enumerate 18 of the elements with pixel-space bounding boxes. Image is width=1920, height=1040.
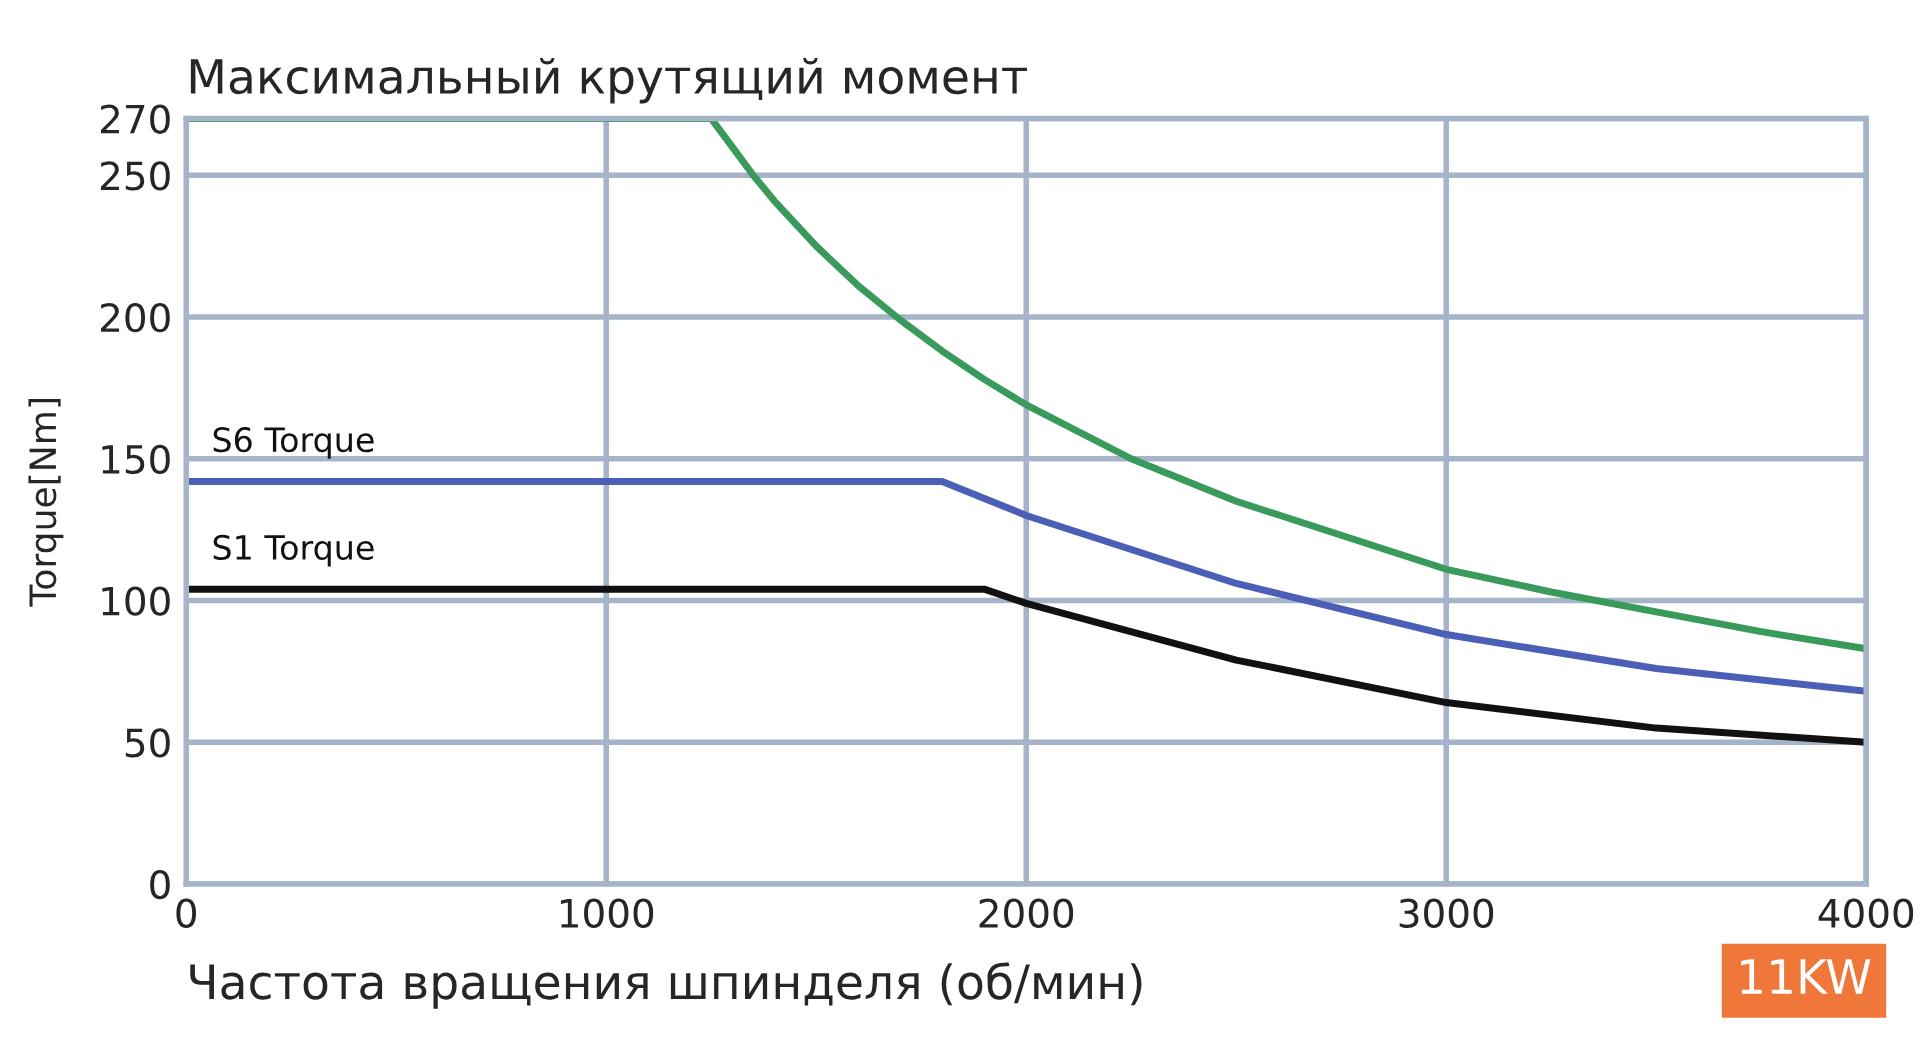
y-tick-label: 150 — [102, 444, 170, 475]
x-tick-label: 1000 — [561, 898, 654, 928]
x-axis-title: Частота вращения шпинделя (об/мин) — [190, 962, 1142, 1009]
x-tick-label: 4000 — [1818, 898, 1914, 928]
y-tick-label: 100 — [102, 586, 170, 616]
y-tick-label: 250 — [100, 161, 170, 191]
x-tick-label: 2000 — [979, 898, 1074, 928]
y-tick-label: 50 — [125, 728, 170, 758]
y-tick-label: 270 — [100, 104, 170, 134]
y-tick-label: 0 — [150, 869, 170, 900]
series-label: S6 Torque — [213, 427, 374, 459]
y-axis-title: Torque[Nm] — [28, 399, 64, 607]
x-tick-label: 0 — [176, 898, 197, 928]
text: 11KW — [1741, 959, 1871, 994]
y-tick-label: 200 — [100, 302, 170, 333]
series-label: S1 Torque — [213, 534, 374, 567]
chart-title: Максимальный крутящий момент — [190, 57, 1027, 104]
x-tick-label: 3000 — [1399, 898, 1494, 928]
